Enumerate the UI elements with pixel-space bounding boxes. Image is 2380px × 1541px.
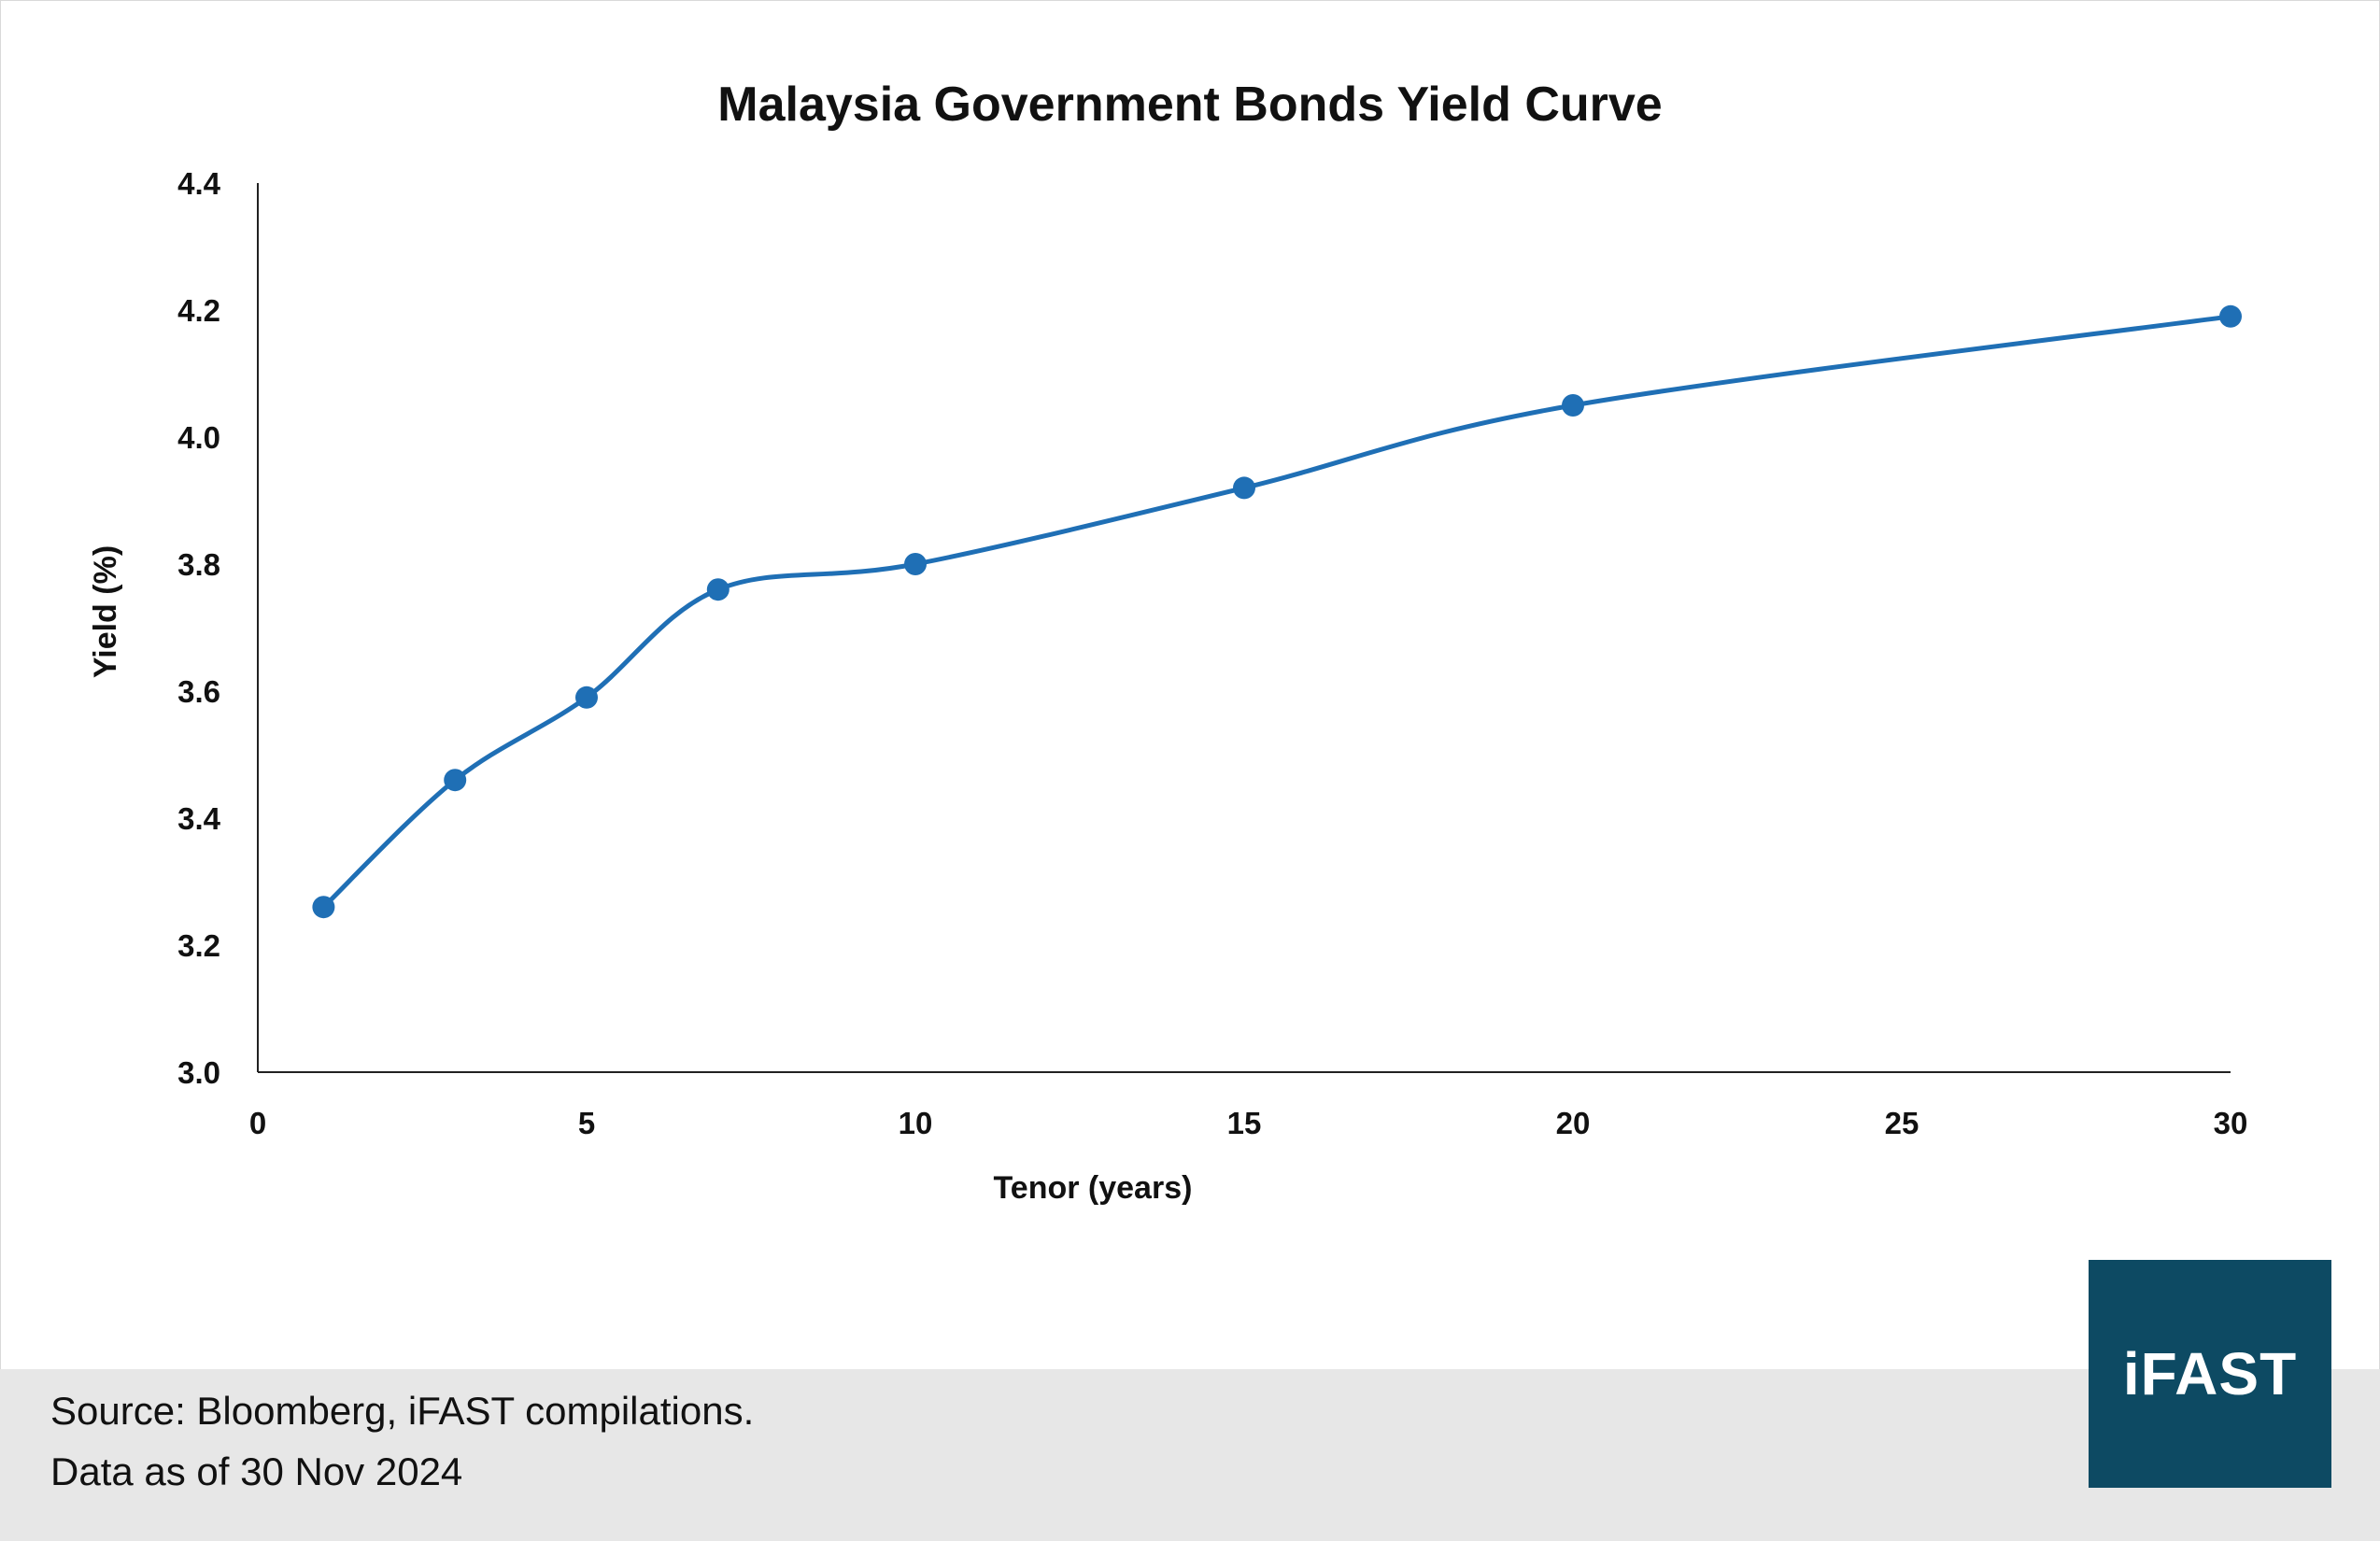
data-point: [575, 686, 598, 709]
x-tick-label: 10: [899, 1106, 933, 1140]
y-tick-label: 4.2: [177, 293, 220, 328]
data-point: [312, 896, 335, 919]
data-point: [904, 553, 927, 575]
data-as-of-note: Data as of 30 Nov 2024: [50, 1449, 463, 1493]
y-tick-label: 3.6: [177, 674, 220, 709]
data-point: [1562, 394, 1584, 417]
footer-band: [0, 1369, 2380, 1541]
y-tick-label: 4.0: [177, 420, 220, 455]
y-tick-label: 3.4: [177, 801, 221, 836]
y-tick-label: 4.4: [177, 166, 221, 201]
y-axis-title: Yield (%): [88, 545, 123, 678]
y-tick-label: 3.0: [177, 1055, 220, 1090]
x-tick-label: 30: [2214, 1106, 2248, 1140]
y-tick-label: 3.2: [177, 928, 220, 963]
x-tick-label: 25: [1885, 1106, 1920, 1140]
x-tick-label: 15: [1227, 1106, 1262, 1140]
x-axis-title: Tenor (years): [994, 1170, 1193, 1206]
x-tick-label: 20: [1556, 1106, 1591, 1140]
logo-text: iFAST: [2122, 1340, 2298, 1407]
chart-title: Malaysia Government Bonds Yield Curve: [717, 78, 1663, 132]
data-point: [2219, 304, 2242, 328]
source-note: Source: Bloomberg, iFAST compilations.: [50, 1389, 755, 1433]
data-point: [1233, 476, 1255, 500]
x-tick-label: 5: [578, 1106, 595, 1140]
data-point: [444, 769, 467, 792]
x-tick-label: 0: [249, 1106, 266, 1140]
ifast-logo: iFAST: [2089, 1260, 2331, 1488]
y-tick-label: 3.8: [177, 547, 220, 582]
yield-curve-line: [320, 314, 2233, 910]
data-point: [706, 578, 730, 601]
